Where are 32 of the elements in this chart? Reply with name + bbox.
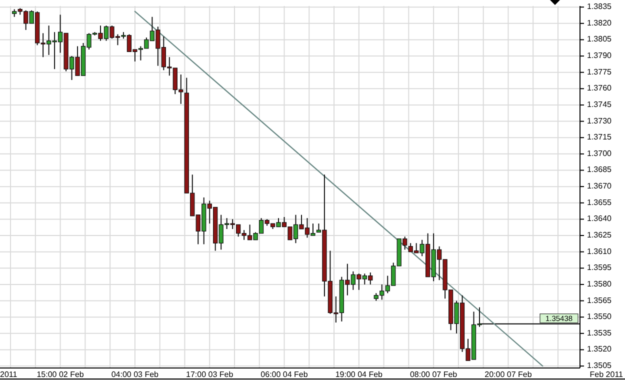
y-tick-label: 1.3625 xyxy=(587,230,612,240)
y-tick-label: 1.3730 xyxy=(587,116,612,126)
x-tick-label: 06:00 04 Feb xyxy=(260,370,308,379)
y-tick-label: 1.3670 xyxy=(587,182,612,191)
x-tick-label: 08:00 07 Feb xyxy=(410,370,458,379)
y-tick-label: 1.3565 xyxy=(587,296,612,305)
y-tick-label: 1.3610 xyxy=(587,246,612,256)
y-tick-label: 1.3655 xyxy=(587,198,612,207)
x-tick-label: 17:00 03 Feb xyxy=(186,370,234,379)
y-tick-label: 1.3535 xyxy=(587,328,612,338)
y-tick-label: 1.3550 xyxy=(587,312,612,322)
text: Feb 2011 xyxy=(590,370,624,379)
y-tick-label: 1.3595 xyxy=(587,263,612,272)
x-tick-label: 04:00 03 Feb xyxy=(111,370,160,379)
y-tick-label: 1.3820 xyxy=(587,18,612,28)
x-tick-label: 15:00 02 Feb xyxy=(36,370,84,379)
y-tick-label: 1.3790 xyxy=(587,51,612,60)
y-tick-label: 1.3580 xyxy=(587,279,612,288)
y-tick-label: 1.3715 xyxy=(587,132,612,142)
y-tick-label: 1.3760 xyxy=(587,84,612,93)
y-tick-label: 1.3835 xyxy=(587,2,612,12)
y-tick-label: 1.3520 xyxy=(587,344,612,354)
y-tick-label: 1.3805 xyxy=(587,34,612,44)
y-tick-label: 1.3775 xyxy=(587,67,612,76)
x-tick-label: 19:00 04 Feb xyxy=(335,370,384,379)
y-tick-label: 1.3505 xyxy=(587,361,612,370)
y-tick-label: 1.3640 xyxy=(587,214,612,224)
y-tick-label: 1.3700 xyxy=(587,148,612,158)
x-tick-label: 2011 xyxy=(0,370,18,379)
y-tick-label: 1.3685 xyxy=(587,165,612,174)
y-tick-label: 1.3745 xyxy=(587,100,612,109)
x-tick-label: 20:00 07 Feb xyxy=(484,370,532,379)
